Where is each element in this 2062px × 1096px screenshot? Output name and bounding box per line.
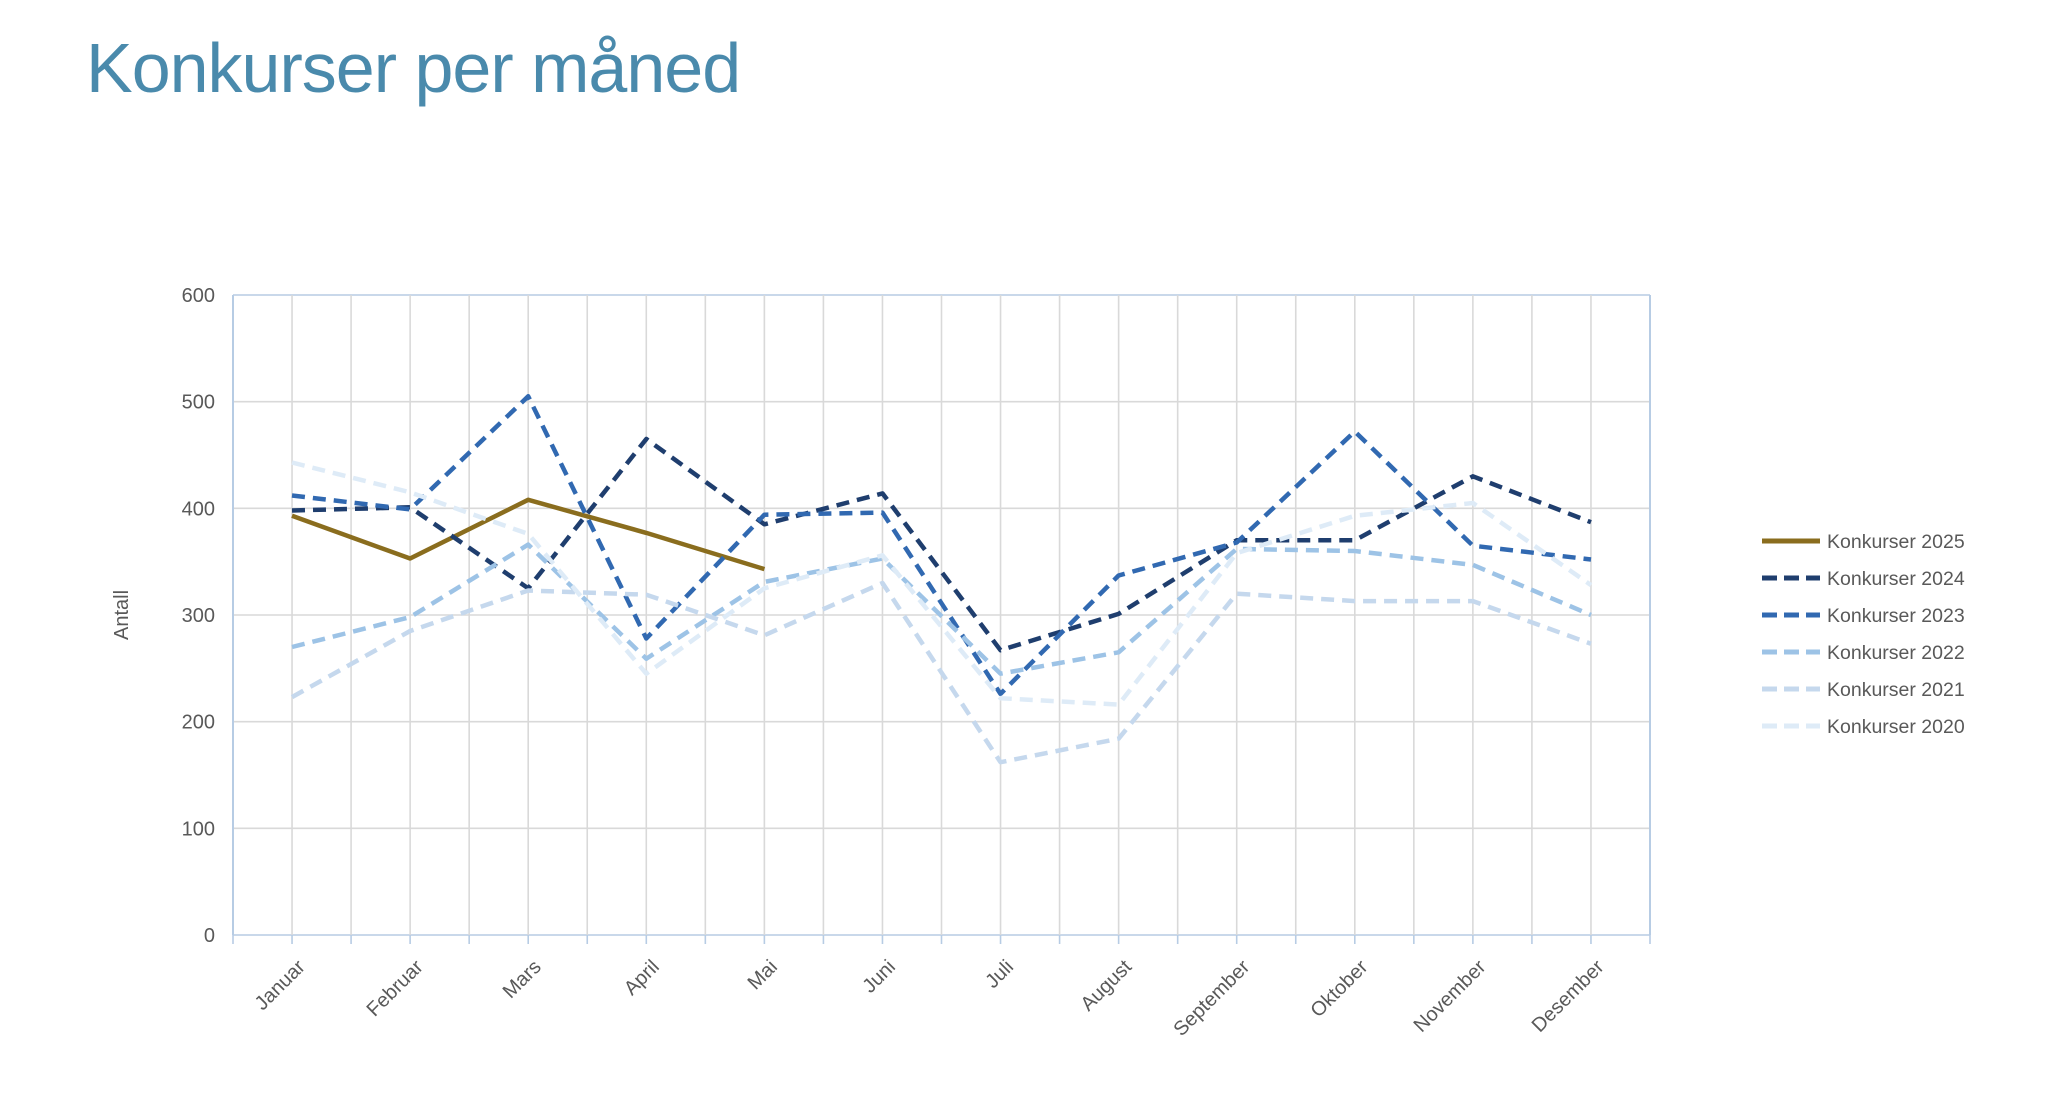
legend-item-konkurser-2022[interactable]: Konkurser 2022	[1762, 642, 1965, 664]
y-tick-label: 600	[182, 285, 215, 307]
legend-label: Konkurser 2021	[1827, 679, 1965, 701]
x-tick-label: Mai	[744, 956, 782, 994]
x-tick-label: November	[1410, 956, 1491, 1037]
x-tick-label: August	[1077, 956, 1137, 1016]
series-line-konkurser-2025[interactable]	[291, 497, 766, 572]
legend-item-konkurser-2024[interactable]: Konkurser 2024	[1762, 568, 1965, 590]
legend-item-konkurser-2020[interactable]: Konkurser 2020	[1762, 716, 1965, 738]
series-line-konkurser-2023[interactable]	[291, 394, 1592, 697]
y-axis-tick-labels: 0 100 200 300 400 500 600	[182, 285, 215, 947]
y-tick-label: 0	[204, 925, 215, 947]
legend-item-konkurser-2023[interactable]: Konkurser 2023	[1762, 605, 1965, 627]
x-tick-label: Februar	[363, 956, 428, 1021]
legend-item-konkurser-2021[interactable]: Konkurser 2021	[1762, 679, 1965, 701]
x-tick-label: Oktober	[1306, 956, 1372, 1022]
y-tick-label: 500	[182, 392, 215, 414]
legend-label: Konkurser 2024	[1827, 568, 1965, 590]
legend-label: Konkurser 2020	[1827, 716, 1965, 738]
y-tick-label: 200	[182, 712, 215, 734]
legend-label: Konkurser 2025	[1827, 531, 1965, 553]
x-tick-label: Juni	[858, 956, 900, 998]
y-tick-label: 100	[182, 818, 215, 840]
y-axis-title: Antall	[111, 590, 133, 640]
legend-label: Konkurser 2023	[1827, 605, 1965, 627]
legend: Konkurser 2025 Konkurser 2024 Konkurser 20…	[1762, 531, 1965, 738]
x-axis-month-labels: Januar Februar Mars April Mai Juni Juli August S…	[251, 956, 1609, 1041]
series-line-konkurser-2024[interactable]	[291, 436, 1592, 653]
page-title: Konkurser per måned	[86, 29, 741, 107]
legend-item-konkurser-2025[interactable]: Konkurser 2025	[1762, 531, 1965, 553]
x-tick-label: Desember	[1528, 956, 1609, 1037]
legend-label: Konkurser 2022	[1827, 642, 1965, 664]
gridlines	[232, 294, 1651, 944]
y-tick-label: 400	[182, 498, 215, 520]
series-lines	[290, 394, 1593, 765]
x-tick-label: April	[620, 956, 664, 1000]
series-line-konkurser-2021[interactable]	[290, 580, 1592, 765]
series-line-konkurser-2022[interactable]	[291, 542, 1592, 676]
x-tick-label: Mars	[499, 956, 546, 1003]
x-tick-label: Januar	[251, 956, 310, 1015]
x-tick-label: September	[1170, 956, 1255, 1041]
x-tick-label: Juli	[981, 956, 1018, 993]
y-tick-label: 300	[182, 605, 215, 627]
